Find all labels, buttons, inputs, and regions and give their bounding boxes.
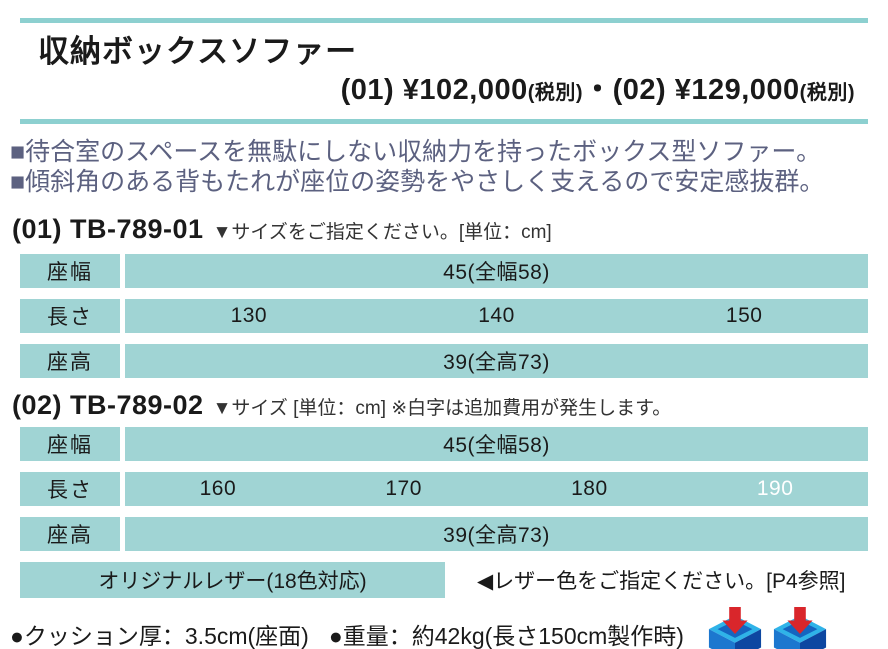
leather-row: オリジナルレザー(18色対応) ◀レザー色をご指定ください。[P4参照] bbox=[20, 562, 888, 598]
price-amount-02: ¥129,000 bbox=[674, 74, 800, 106]
section-02-header: (02) TB-789-02 ▼サイズ [単位：cm] ※白字は追加費用が発生し… bbox=[12, 390, 888, 421]
size-value: 45(全幅58) bbox=[443, 261, 550, 284]
size-table-row: 座高 39(全高73) bbox=[20, 517, 868, 551]
model-code-02: (02) TB-789-02 bbox=[12, 390, 204, 420]
leather-color-note: ◀レザー色をご指定ください。[P4参照] bbox=[477, 570, 846, 593]
size-note-02: ▼サイズ [単位：cm] ※白字は追加費用が発生します。 bbox=[212, 398, 672, 419]
size-row-values: 39(全高73) bbox=[125, 517, 868, 551]
size-row-label: 長さ bbox=[20, 472, 120, 506]
size-value: 45(全幅58) bbox=[443, 434, 550, 457]
size-value: 39(全高73) bbox=[443, 524, 550, 547]
size-value: 190 bbox=[756, 477, 794, 500]
feature-list: ■待合室のスペースを無駄にしない収納力を持ったボックス型ソファー。 ■傾斜角のあ… bbox=[10, 137, 888, 197]
size-table-01: 座幅 45(全幅58) 長さ 130 140 150 座高 39(全高73) bbox=[20, 254, 868, 378]
size-table-row: 長さ 160 170 180 190 bbox=[20, 472, 868, 506]
product-title: 収納ボックスソファー bbox=[38, 34, 358, 69]
price-amount-01: ¥102,000 bbox=[402, 74, 528, 106]
storage-box-icon bbox=[708, 606, 762, 649]
feature-line-1: ■待合室のスペースを無駄にしない収納力を持ったボックス型ソファー。 bbox=[10, 138, 822, 166]
size-note-01: ▼サイズをご指定ください。[単位：cm] bbox=[212, 222, 552, 243]
size-row-label: 座高 bbox=[20, 517, 120, 551]
price-code-02: (02) bbox=[612, 74, 667, 106]
size-row-values: 39(全高73) bbox=[125, 344, 868, 378]
price-tax-01: (税別) bbox=[527, 82, 584, 104]
divider-under-price bbox=[20, 119, 868, 124]
divider-top bbox=[20, 18, 868, 23]
price-code-01: (01) bbox=[340, 74, 395, 106]
size-value: 170 bbox=[385, 477, 422, 500]
size-value: 160 bbox=[199, 477, 237, 500]
size-value: 140 bbox=[478, 304, 515, 327]
size-value: 150 bbox=[725, 304, 763, 327]
price-line: (01) ¥102,000(税別)・(02) ¥129,000(税別) bbox=[0, 72, 888, 111]
spec-cushion: ●クッション厚：3.5cm(座面) bbox=[10, 623, 309, 649]
size-row-values: 160 170 180 190 bbox=[125, 472, 868, 506]
section-01-header: (01) TB-789-01 ▼サイズをご指定ください。[単位：cm] bbox=[12, 214, 888, 245]
size-table-row: 座幅 45(全幅58) bbox=[20, 427, 868, 461]
size-table-02: 座幅 45(全幅58) 長さ 160 170 180 190 座高 39(全高73) bbox=[20, 427, 868, 551]
size-value: 180 bbox=[571, 477, 608, 500]
size-row-label: 座幅 bbox=[20, 254, 120, 288]
size-table-row: 座高 39(全高73) bbox=[20, 344, 868, 378]
price-tax-02: (税別) bbox=[799, 82, 855, 104]
size-row-label: 長さ bbox=[20, 299, 120, 333]
storage-box-icon bbox=[773, 606, 827, 649]
size-row-label: 座幅 bbox=[20, 427, 120, 461]
size-row-values: 45(全幅58) bbox=[125, 254, 868, 288]
specs-row: ●クッション厚：3.5cm(座面) ●重量：約42kg(長さ150cm製作時) bbox=[10, 606, 888, 649]
size-row-label: 座高 bbox=[20, 344, 120, 378]
price-separator: ・ bbox=[583, 74, 613, 106]
catalog-page: 収納ボックスソファー (01) ¥102,000(税別)・(02) ¥129,0… bbox=[0, 18, 888, 649]
feature-line-2: ■傾斜角のある背もたれが座位の姿勢をやさしく支えるので安定感抜群。 bbox=[10, 168, 825, 196]
leather-option-badge: オリジナルレザー(18色対応) bbox=[20, 562, 445, 598]
model-code-01: (01) TB-789-01 bbox=[12, 214, 204, 244]
size-value: 39(全高73) bbox=[443, 351, 550, 374]
size-row-values: 130 140 150 bbox=[125, 299, 868, 333]
size-table-row: 長さ 130 140 150 bbox=[20, 299, 868, 333]
spec-weight: ●重量：約42kg(長さ150cm製作時) bbox=[328, 623, 684, 649]
size-table-row: 座幅 45(全幅58) bbox=[20, 254, 868, 288]
storage-box-icons bbox=[706, 606, 829, 649]
size-row-values: 45(全幅58) bbox=[125, 427, 868, 461]
size-value: 130 bbox=[230, 304, 268, 327]
